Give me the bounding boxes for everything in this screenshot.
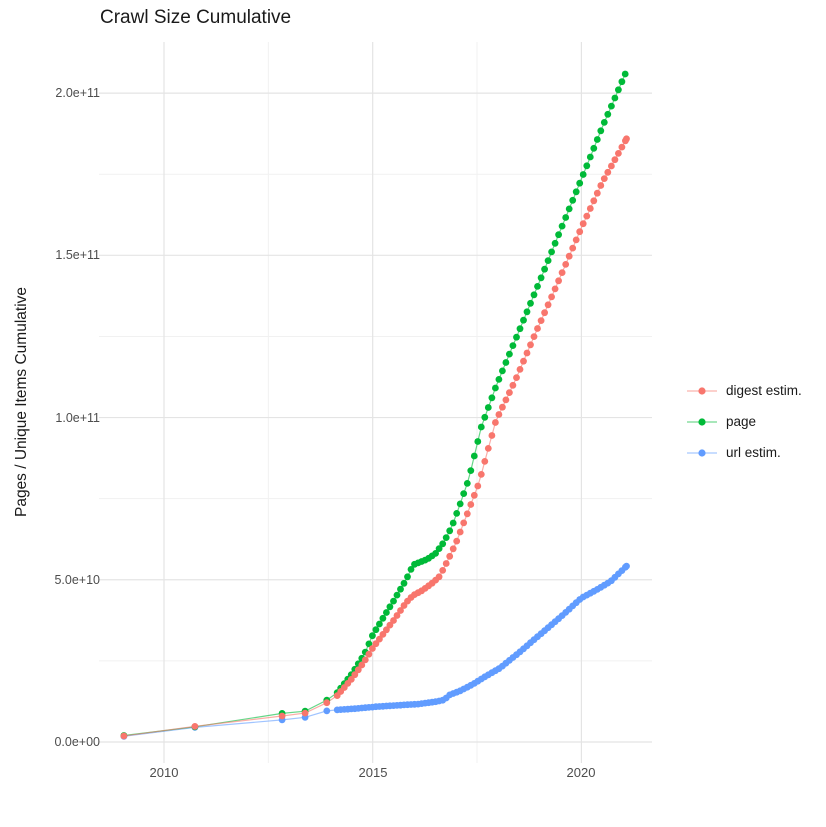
x-tick-label: 2020	[566, 765, 596, 780]
legend-label: url estim.	[726, 445, 781, 460]
x-tick-label: 2010	[149, 765, 179, 780]
y-tick-label: 2.0e+11	[55, 86, 100, 100]
chart-title: Crawl Size Cumulative	[100, 7, 292, 28]
legend-label: page	[726, 414, 757, 429]
legend-key-icon	[687, 448, 717, 457]
legend-label: digest estim.	[726, 383, 802, 398]
legend-item-digest: digest estim.	[684, 375, 802, 406]
y-tick-label: 1.0e+11	[55, 411, 100, 425]
legend-key-icon	[687, 417, 717, 426]
legend-item-url: url estim.	[684, 437, 802, 468]
x-tick-label: 2015	[358, 765, 388, 780]
y-tick-label: 5.0e+10	[54, 573, 100, 587]
legend-key-icon	[687, 386, 717, 395]
legend-item-page: page	[684, 406, 802, 437]
y-tick-label: 0.0e+00	[54, 735, 100, 749]
legend: digest estim. page url estim.	[684, 375, 802, 468]
y-tick-label: 1.5e+11	[55, 248, 100, 262]
